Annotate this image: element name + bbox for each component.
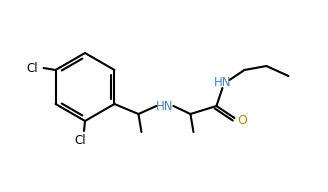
Text: HN: HN bbox=[214, 75, 231, 89]
Text: Cl: Cl bbox=[27, 61, 38, 74]
Text: HN: HN bbox=[156, 99, 173, 113]
Text: Cl: Cl bbox=[74, 135, 86, 147]
Text: O: O bbox=[237, 113, 247, 127]
